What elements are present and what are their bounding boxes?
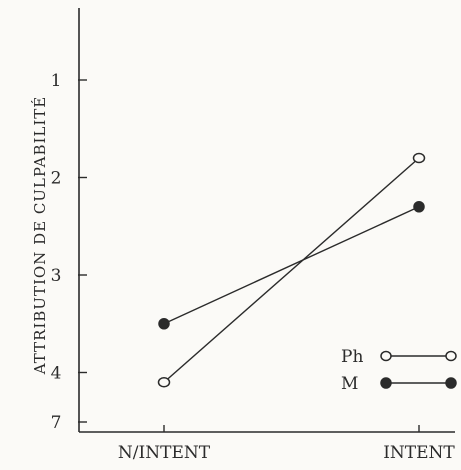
legend-marker [445, 377, 457, 389]
data-point-m [158, 318, 170, 330]
legend-marker [445, 350, 457, 362]
y-tick-label: 3 [51, 266, 62, 286]
series-line-ph [163, 157, 420, 383]
y-tick-label: 4 [51, 364, 62, 384]
y-tick-label: 2 [51, 169, 62, 189]
y-axis-title: ATTRIBUTION DE CULPABILITÉ [31, 96, 49, 375]
x-category-label: N/INTENT [118, 443, 211, 463]
data-point-m [413, 201, 425, 213]
legend-marker [380, 377, 392, 389]
legend-label: Ph [341, 347, 363, 367]
legend-marker [380, 350, 392, 362]
legend-label: M [341, 374, 358, 394]
y-tick-label: 7 [51, 413, 62, 433]
x-category-label: INTENT [383, 443, 455, 463]
series-line-m [163, 206, 420, 325]
data-point-ph [157, 377, 171, 388]
y-tick-label: 1 [51, 71, 62, 91]
data-point-ph [412, 152, 426, 164]
